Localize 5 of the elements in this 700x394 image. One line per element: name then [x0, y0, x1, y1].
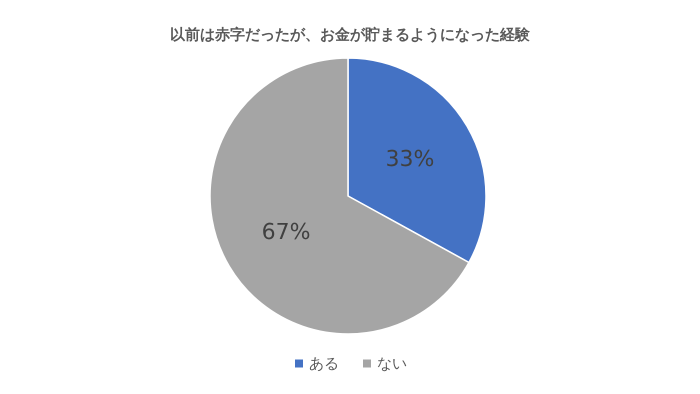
data-label: 33% — [386, 146, 434, 172]
legend-label: ない — [377, 354, 407, 372]
legend-label: ある — [309, 354, 339, 372]
data-label: 67% — [262, 220, 310, 246]
chart-title: 以前は赤字だったが、お金が貯まるようになった経験 — [170, 26, 531, 44]
